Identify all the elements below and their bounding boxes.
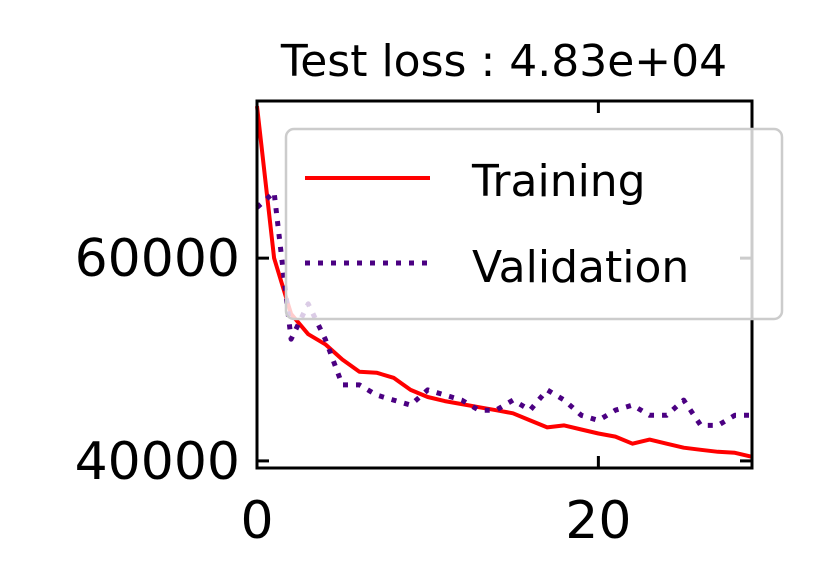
legend-label-validation: Validation xyxy=(472,242,689,293)
series-layer xyxy=(255,105,753,459)
y-tick-label-1: 60000 xyxy=(75,229,240,289)
y-tick-label-0: 40000 xyxy=(75,432,240,492)
x-tick-label-1: 20 xyxy=(565,491,631,551)
legend-label-training: Training xyxy=(471,156,646,207)
chart-title: Test loss : 4.83e+04 xyxy=(280,36,727,87)
x-tick-label-0: 0 xyxy=(240,491,273,551)
ticks-layer: 0 20 40000 60000 xyxy=(75,101,752,551)
series-line-training xyxy=(255,105,753,459)
legend: Training Validation xyxy=(284,127,784,321)
series-line-validation xyxy=(255,189,752,428)
